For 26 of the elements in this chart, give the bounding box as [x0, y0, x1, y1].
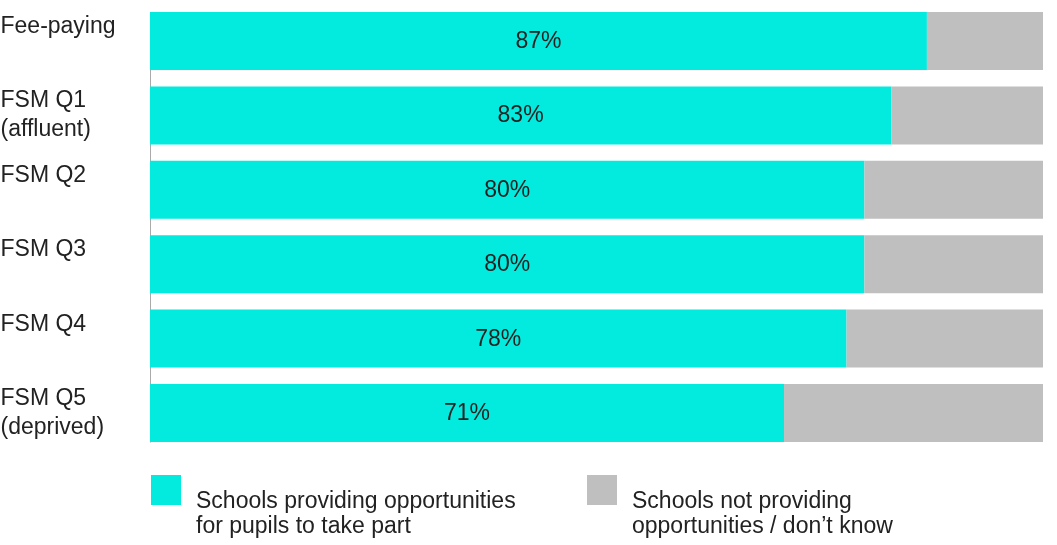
y-tick-label: FSM Q4	[0, 309, 87, 336]
data-label: 87%	[515, 27, 562, 54]
bar	[926, 12, 1043, 71]
legend-label: Schools providing opportunities for pupils to take part	[196, 487, 516, 538]
bar	[150, 383, 785, 442]
bar	[864, 160, 1043, 219]
bar	[846, 309, 1043, 368]
data-label: 78%	[475, 324, 522, 351]
bar	[150, 235, 865, 294]
bar	[784, 383, 1043, 442]
bar	[150, 12, 927, 71]
bar	[150, 86, 892, 145]
y-tick-label: Fee-paying	[0, 12, 116, 39]
legend-label: Schools not providing opportunities / don’t know	[632, 487, 894, 538]
bar	[150, 160, 865, 219]
data-label: 71%	[443, 398, 491, 425]
y-tick-label: FSM Q3	[0, 235, 87, 262]
y-tick-label: FSM Q5 (deprived)	[0, 383, 105, 439]
bar	[891, 86, 1043, 145]
data-label: 80%	[484, 250, 531, 277]
data-label: 80%	[484, 175, 531, 202]
data-label: 83%	[497, 101, 544, 128]
bar	[150, 309, 847, 368]
bar	[864, 235, 1043, 294]
y-tick-label: FSM Q2	[0, 160, 87, 187]
y-tick-label: FSM Q1 (affluent)	[0, 86, 91, 142]
